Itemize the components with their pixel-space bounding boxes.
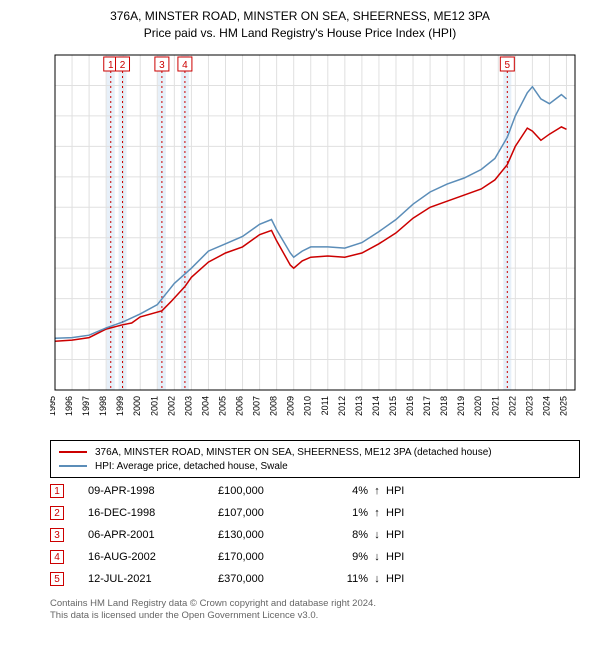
- event-arrow-icon: ↓: [368, 551, 386, 563]
- event-price: £170,000: [218, 551, 318, 563]
- event-pct: 9%: [318, 551, 368, 563]
- svg-text:2025: 2025: [558, 396, 568, 416]
- legend-row-property: 376A, MINSTER ROAD, MINSTER ON SEA, SHEE…: [59, 445, 571, 459]
- event-pct: 1%: [318, 507, 368, 519]
- event-pct: 11%: [318, 573, 368, 585]
- event-row: 1 09-APR-1998£100,0004%↑HPI: [50, 480, 580, 502]
- legend-label-property: 376A, MINSTER ROAD, MINSTER ON SEA, SHEE…: [95, 447, 492, 458]
- svg-text:2003: 2003: [183, 396, 193, 416]
- event-arrow-icon: ↓: [368, 573, 386, 585]
- event-suffix: HPI: [386, 573, 580, 585]
- svg-text:2014: 2014: [371, 396, 381, 416]
- svg-text:2011: 2011: [320, 396, 330, 415]
- event-date: 12-JUL-2021: [88, 573, 218, 585]
- event-arrow-icon: ↑: [368, 485, 386, 497]
- event-marker-box: 1: [50, 484, 64, 498]
- legend-box: 376A, MINSTER ROAD, MINSTER ON SEA, SHEE…: [50, 440, 580, 478]
- svg-text:2023: 2023: [524, 396, 534, 416]
- svg-text:1995: 1995: [50, 396, 57, 416]
- event-row: 2 16-DEC-1998£107,0001%↑HPI: [50, 502, 580, 524]
- svg-text:2020: 2020: [473, 396, 483, 416]
- legend-swatch-property: [59, 451, 87, 453]
- footer-line1: Contains HM Land Registry data © Crown c…: [50, 598, 580, 610]
- event-arrow-icon: ↑: [368, 507, 386, 519]
- svg-text:2015: 2015: [388, 396, 398, 416]
- svg-text:2016: 2016: [405, 396, 415, 416]
- event-date: 09-APR-1998: [88, 485, 218, 497]
- title-address: 376A, MINSTER ROAD, MINSTER ON SEA, SHEE…: [0, 8, 600, 25]
- event-price: £130,000: [218, 529, 318, 541]
- svg-text:3: 3: [159, 60, 165, 71]
- svg-text:2009: 2009: [286, 396, 296, 416]
- legend-swatch-hpi: [59, 465, 87, 467]
- svg-text:2001: 2001: [149, 396, 159, 416]
- event-row: 4 16-AUG-2002£170,0009%↓HPI: [50, 546, 580, 568]
- svg-text:1997: 1997: [81, 396, 91, 416]
- chart-container: 376A, MINSTER ROAD, MINSTER ON SEA, SHEE…: [0, 0, 600, 650]
- svg-text:2022: 2022: [507, 396, 517, 416]
- event-marker-box: 3: [50, 528, 64, 542]
- svg-text:2017: 2017: [422, 396, 432, 416]
- event-pct: 8%: [318, 529, 368, 541]
- event-suffix: HPI: [386, 485, 580, 497]
- footer-line2: This data is licensed under the Open Gov…: [50, 610, 580, 622]
- svg-text:2012: 2012: [337, 396, 347, 416]
- event-suffix: HPI: [386, 507, 580, 519]
- event-arrow-icon: ↓: [368, 529, 386, 541]
- event-row: 5 12-JUL-2021£370,00011%↓HPI: [50, 568, 580, 590]
- chart-plot-area: 12345£0£50K£100K£150K£200K£250K£300K£350…: [50, 50, 580, 430]
- svg-text:2002: 2002: [166, 396, 176, 416]
- svg-text:2024: 2024: [541, 396, 551, 416]
- svg-text:2004: 2004: [200, 396, 210, 416]
- title-subtitle: Price paid vs. HM Land Registry's House …: [0, 25, 600, 42]
- svg-text:2018: 2018: [439, 396, 449, 416]
- event-marker-box: 5: [50, 572, 64, 586]
- event-price: £100,000: [218, 485, 318, 497]
- svg-text:2000: 2000: [132, 396, 142, 416]
- svg-text:2008: 2008: [269, 396, 279, 416]
- svg-text:2: 2: [120, 60, 126, 71]
- legend-label-hpi: HPI: Average price, detached house, Swal…: [95, 461, 288, 472]
- event-date: 16-DEC-1998: [88, 507, 218, 519]
- event-price: £107,000: [218, 507, 318, 519]
- event-suffix: HPI: [386, 551, 580, 563]
- svg-text:1996: 1996: [64, 396, 74, 416]
- event-date: 06-APR-2001: [88, 529, 218, 541]
- svg-text:1999: 1999: [115, 396, 125, 416]
- svg-text:2007: 2007: [252, 396, 262, 416]
- event-price: £370,000: [218, 573, 318, 585]
- svg-text:2019: 2019: [456, 396, 466, 416]
- svg-text:1: 1: [108, 60, 114, 71]
- event-date: 16-AUG-2002: [88, 551, 218, 563]
- svg-text:2010: 2010: [303, 396, 313, 416]
- svg-text:2013: 2013: [354, 396, 364, 416]
- event-pct: 4%: [318, 485, 368, 497]
- event-suffix: HPI: [386, 529, 580, 541]
- event-marker-box: 2: [50, 506, 64, 520]
- event-marker-box: 4: [50, 550, 64, 564]
- title-block: 376A, MINSTER ROAD, MINSTER ON SEA, SHEE…: [0, 0, 600, 42]
- event-row: 3 06-APR-2001£130,0008%↓HPI: [50, 524, 580, 546]
- chart-svg: 12345£0£50K£100K£150K£200K£250K£300K£350…: [50, 50, 580, 430]
- svg-text:5: 5: [505, 60, 511, 71]
- svg-text:2005: 2005: [217, 396, 227, 416]
- svg-text:2006: 2006: [235, 396, 245, 416]
- footer-attribution: Contains HM Land Registry data © Crown c…: [50, 598, 580, 623]
- svg-text:4: 4: [182, 60, 188, 71]
- svg-text:1998: 1998: [98, 396, 108, 416]
- legend-row-hpi: HPI: Average price, detached house, Swal…: [59, 459, 571, 473]
- events-table: 109-APR-1998£100,0004%↑HPI216-DEC-1998£1…: [50, 480, 580, 590]
- svg-text:2021: 2021: [490, 396, 500, 416]
